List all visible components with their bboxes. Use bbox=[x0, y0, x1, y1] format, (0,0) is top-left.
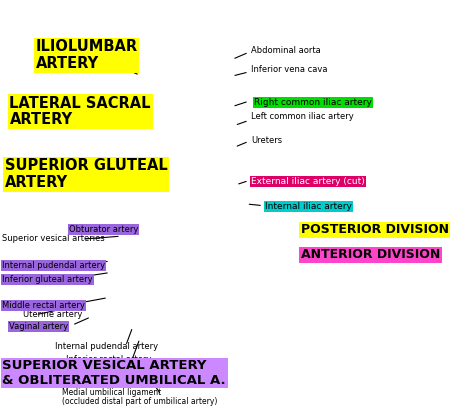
Text: Inferior vena cava: Inferior vena cava bbox=[251, 65, 328, 74]
Text: Inferior gluteal artery: Inferior gluteal artery bbox=[2, 275, 93, 284]
Text: Internal pudendal artery: Internal pudendal artery bbox=[2, 260, 106, 270]
Text: LATERAL SACRAL
ARTERY: LATERAL SACRAL ARTERY bbox=[9, 96, 151, 127]
Text: SUPERIOR GLUTEAL
ARTERY: SUPERIOR GLUTEAL ARTERY bbox=[5, 158, 167, 190]
Text: Uterine artery: Uterine artery bbox=[23, 310, 82, 319]
Text: Middle rectal artery: Middle rectal artery bbox=[2, 301, 85, 310]
Text: ILIOLUMBAR
ARTERY: ILIOLUMBAR ARTERY bbox=[36, 39, 137, 71]
Text: Left common iliac artery: Left common iliac artery bbox=[251, 112, 354, 121]
Text: External iliac artery (cut): External iliac artery (cut) bbox=[251, 177, 365, 186]
Text: ANTERIOR DIVISION: ANTERIOR DIVISION bbox=[301, 248, 440, 261]
Text: Medial umbilical ligament
(occluded distal part of umbilical artery): Medial umbilical ligament (occluded dist… bbox=[62, 387, 217, 406]
Text: Internal iliac artery: Internal iliac artery bbox=[265, 202, 352, 211]
Text: Abdominal aorta: Abdominal aorta bbox=[251, 46, 321, 55]
Text: Vaginal artery: Vaginal artery bbox=[9, 322, 68, 331]
Text: SUPERIOR VESICAL ARTERY
& OBLITERATED UMBILICAL A.: SUPERIOR VESICAL ARTERY & OBLITERATED UM… bbox=[2, 359, 226, 387]
Text: Superior vesical arteries: Superior vesical arteries bbox=[2, 234, 105, 243]
Text: Ureters: Ureters bbox=[251, 135, 283, 145]
Text: Right common iliac artery: Right common iliac artery bbox=[254, 97, 372, 107]
Text: POSTERIOR DIVISION: POSTERIOR DIVISION bbox=[301, 223, 449, 236]
Text: Internal pudendal artery: Internal pudendal artery bbox=[55, 342, 158, 351]
Text: Inferior rectal artery: Inferior rectal artery bbox=[66, 355, 152, 364]
Text: Obturator artery: Obturator artery bbox=[69, 225, 138, 234]
